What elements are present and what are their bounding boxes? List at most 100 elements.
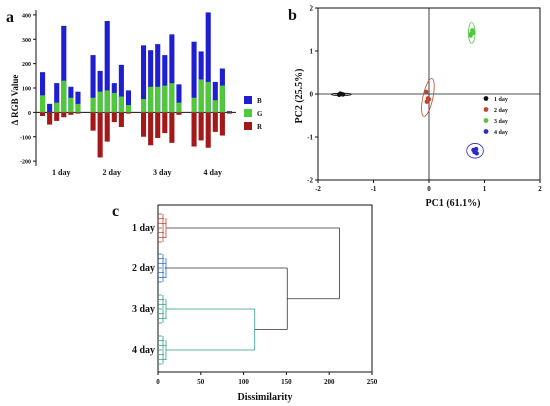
legend-marker-b	[483, 107, 489, 112]
x-tick-label-c: 50	[197, 378, 205, 386]
bar-r	[148, 112, 154, 146]
bar-g	[104, 90, 110, 113]
bar-r	[40, 112, 46, 117]
y-tick-label-a: 0	[28, 111, 31, 117]
bar-g	[97, 91, 103, 113]
point-4-day	[474, 151, 479, 156]
legend-label-b: 2 day	[494, 108, 508, 114]
bar-g	[75, 103, 81, 113]
bar-g	[111, 92, 117, 113]
y-tick-label-b: 2	[310, 5, 314, 13]
bar-b	[141, 45, 147, 113]
plot-frame-c	[157, 204, 373, 373]
pca-scatter-panel-b: PC1 (61.1%) PC2 (25.5%) -2 -1 0 1 2 -2 -1 0 1 2 1 …	[294, 5, 542, 210]
bar-b	[162, 55, 168, 113]
bar-g	[155, 86, 161, 113]
legend-swatch-a	[244, 109, 252, 117]
bar-r	[198, 112, 204, 141]
bar-b	[205, 12, 211, 113]
bar-g	[90, 97, 96, 113]
bar-r	[141, 112, 147, 137]
x-tick-label-b: -2	[315, 185, 321, 193]
bar-g	[61, 80, 67, 113]
bar-b	[40, 72, 46, 113]
group-label-a: 1 day	[52, 168, 70, 177]
panel-label-a: a	[6, 9, 14, 26]
bar-r	[118, 112, 124, 127]
cluster-label-c: 4 day	[132, 345, 155, 356]
group-label-a: 2 day	[103, 168, 121, 177]
group-label-a: 3 day	[153, 168, 171, 177]
bar-b	[54, 83, 60, 113]
y-tick-label-b: -2	[307, 177, 313, 185]
legend-marker-b	[483, 129, 489, 134]
bar-b	[61, 25, 67, 113]
bar-r	[54, 112, 60, 121]
bar-b	[212, 81, 218, 113]
x-tick-label-b: -1	[371, 185, 377, 193]
bar-r	[169, 112, 175, 143]
cluster-label-c: 2 day	[132, 263, 155, 274]
confidence-ellipse-b	[466, 143, 484, 159]
bar-r	[219, 112, 225, 136]
bar-r	[191, 112, 197, 147]
point-3-day	[468, 33, 473, 38]
legend-label-b: 4 day	[494, 130, 508, 136]
legend-label-a: B	[257, 97, 262, 105]
x-tick-label-b: 1	[483, 185, 487, 193]
bar-g	[148, 86, 154, 113]
legend-swatch-a	[244, 122, 252, 130]
x-tick-label-c: 250	[367, 378, 378, 386]
bar-r	[111, 112, 117, 123]
y-tick-label-a: -200	[20, 160, 31, 166]
bar-g	[68, 97, 74, 113]
legend-label-a: R	[257, 123, 263, 131]
bar-b	[47, 103, 53, 113]
x-tick-label-c: 150	[281, 378, 292, 386]
bar-b	[191, 41, 197, 113]
point-4-day	[473, 146, 479, 152]
x-tick-label-b: 0	[427, 185, 431, 193]
point-3-day	[471, 30, 476, 36]
dendrogram-panel-c: Dissimilarity 0 50 100 150 200 250 1 day 2 day 3…	[132, 204, 378, 403]
bar-b	[155, 44, 161, 113]
point-1-day	[338, 91, 343, 96]
bar-b	[118, 64, 124, 113]
legend-swatch-a	[244, 96, 252, 104]
bar-b	[226, 111, 233, 113]
cluster-label-c: 3 day	[132, 304, 155, 315]
bar-r	[125, 112, 132, 114]
bar-b	[75, 91, 81, 113]
panel-label-b: b	[288, 7, 297, 24]
y-tick-label-a: 400	[22, 13, 31, 19]
x-axis-label-c: Dissimilarity	[238, 392, 293, 403]
group-label-a: 4 day	[204, 168, 222, 177]
bar-g	[162, 85, 168, 113]
bar-r	[205, 112, 211, 148]
bar-g	[118, 96, 124, 113]
bar-g	[40, 95, 46, 113]
x-tick-label-b: 2	[538, 185, 542, 193]
bar-r	[75, 112, 81, 114]
point-2-day	[424, 89, 429, 95]
bar-g	[191, 97, 197, 113]
x-axis-label-b: PC1 (61.1%)	[426, 198, 481, 209]
legend-label-b: 1 day	[494, 97, 508, 103]
legend-marker-b	[483, 118, 489, 123]
bar-b	[125, 90, 132, 113]
legend-marker-b	[483, 96, 489, 101]
bar-g	[176, 102, 182, 113]
bar-r	[176, 112, 182, 115]
bar-r	[47, 112, 53, 125]
bar-r	[226, 112, 233, 114]
legend-label-a: G	[257, 110, 263, 118]
bar-b	[104, 20, 110, 113]
bar-b	[176, 84, 182, 113]
bar-b	[90, 55, 96, 113]
x-tick-label-c: 100	[238, 378, 249, 386]
y-axis-label-a: Δ RGB Value	[10, 75, 20, 126]
y-axis-label-b: PC2 (25.5%)	[294, 69, 305, 124]
bar-g	[212, 100, 218, 113]
y-tick-label-a: 200	[22, 62, 31, 68]
